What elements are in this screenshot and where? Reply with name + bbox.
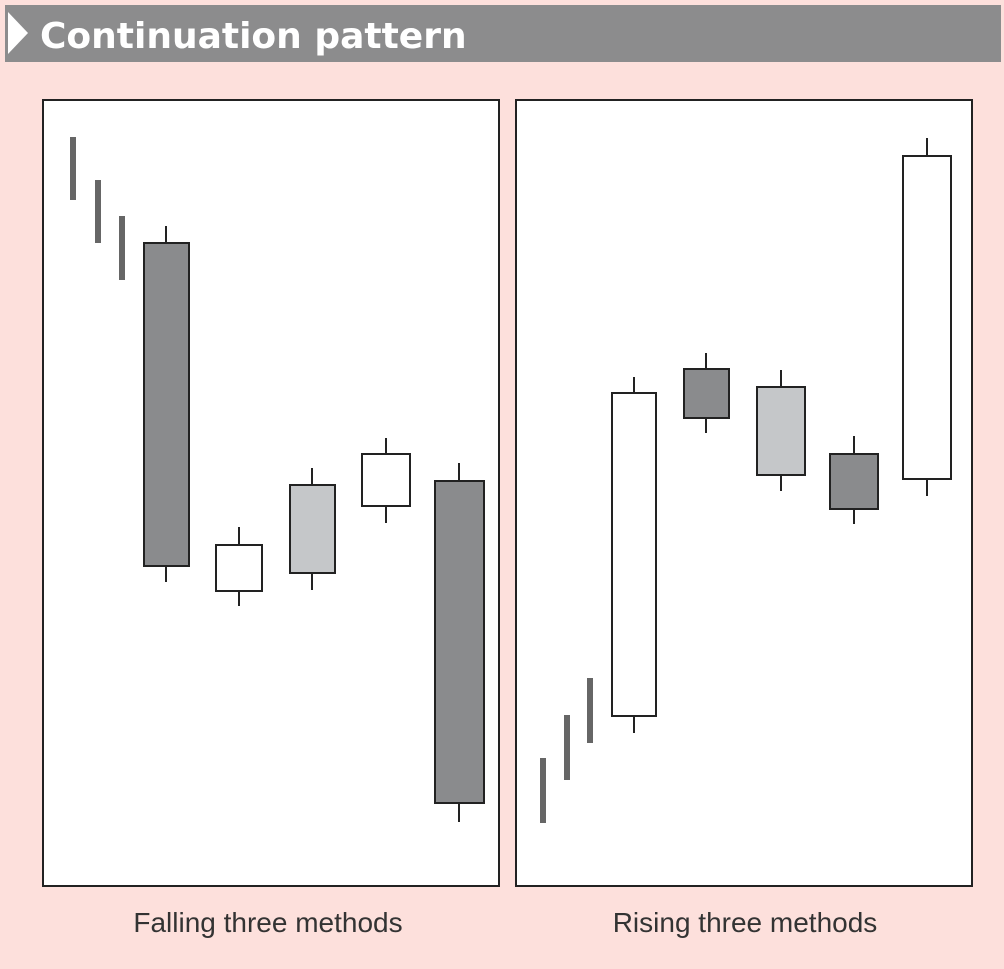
candle — [215, 544, 263, 592]
caption: Falling three methods — [133, 907, 402, 938]
candle — [143, 242, 190, 567]
title: Continuation pattern — [40, 16, 467, 57]
panel-frame — [515, 99, 973, 887]
panel-frame — [42, 99, 500, 887]
title-bar — [5, 5, 1001, 62]
trend-tick — [587, 678, 593, 743]
candle — [434, 480, 485, 804]
candle — [902, 155, 952, 480]
trend-tick — [70, 137, 76, 200]
trend-tick — [119, 216, 125, 280]
trend-tick — [95, 180, 101, 243]
caption: Rising three methods — [613, 907, 878, 938]
candle — [361, 453, 411, 507]
candle — [611, 392, 657, 717]
trend-tick — [564, 715, 570, 780]
trend-tick — [540, 758, 546, 823]
panel-rising — [515, 99, 973, 887]
candle — [289, 484, 336, 574]
candle — [683, 368, 730, 419]
candle — [829, 453, 879, 510]
title-arrow — [8, 12, 28, 54]
panel-falling — [42, 99, 500, 887]
candle — [756, 386, 806, 476]
